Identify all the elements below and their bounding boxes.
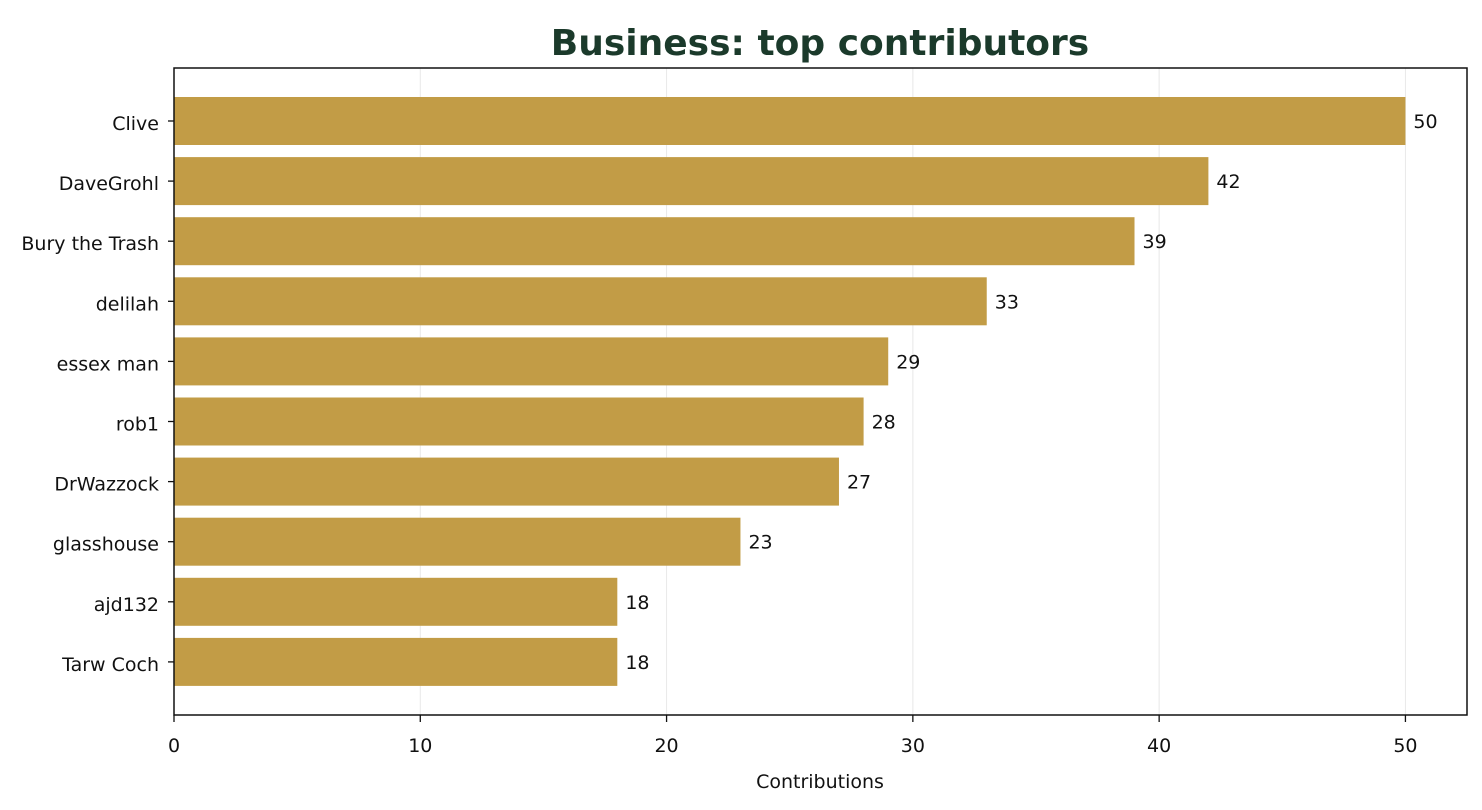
x-tick-label: 50 xyxy=(1393,735,1417,757)
x-axis-label: Contributions xyxy=(756,771,884,793)
value-label-9: 18 xyxy=(625,652,649,674)
bar-0 xyxy=(174,97,1406,145)
value-labels: 50 42 39 33 29 28 27 23 18 18 xyxy=(625,111,1437,674)
category-label-2: Bury the Trash xyxy=(21,233,159,255)
value-label-3: 33 xyxy=(995,291,1019,313)
x-ticks: 0 10 20 30 40 50 xyxy=(168,715,1418,757)
value-label-7: 23 xyxy=(748,532,772,554)
value-label-5: 28 xyxy=(872,412,896,434)
value-label-8: 18 xyxy=(625,592,649,614)
bar-8 xyxy=(174,577,618,626)
bar-2 xyxy=(174,217,1135,266)
bar-5 xyxy=(174,397,864,446)
bar-4 xyxy=(174,337,889,386)
category-label-8: ajd132 xyxy=(94,594,159,616)
bar-7 xyxy=(174,517,741,566)
value-label-4: 29 xyxy=(896,351,920,373)
bar-9 xyxy=(174,637,618,686)
bar-6 xyxy=(174,457,839,506)
x-tick-label: 0 xyxy=(168,735,180,757)
bar-3 xyxy=(174,277,987,326)
category-label-1: DaveGrohl xyxy=(59,173,159,195)
category-label-9: Tarw Coch xyxy=(61,654,159,676)
category-label-4: essex man xyxy=(57,353,159,375)
bar-1 xyxy=(174,157,1209,206)
x-tick-label: 10 xyxy=(408,735,432,757)
value-label-6: 27 xyxy=(847,472,871,494)
chart-title: Business: top contributors xyxy=(551,23,1089,64)
category-label-6: DrWazzock xyxy=(54,474,159,496)
value-label-2: 39 xyxy=(1143,231,1167,253)
category-labels: Clive DaveGrohl Bury the Trash delilah essex… xyxy=(21,113,174,676)
category-label-3: delilah xyxy=(96,293,159,315)
x-tick-label: 30 xyxy=(901,735,925,757)
category-label-7: glasshouse xyxy=(53,534,159,556)
x-tick-label: 20 xyxy=(654,735,678,757)
category-label-5: rob1 xyxy=(116,414,159,436)
plot-frame xyxy=(173,67,1468,716)
x-tick-label: 40 xyxy=(1147,735,1171,757)
bars xyxy=(174,97,1406,686)
value-label-0: 50 xyxy=(1413,111,1437,133)
value-label-1: 42 xyxy=(1216,171,1240,193)
category-label-0: Clive xyxy=(112,113,159,135)
